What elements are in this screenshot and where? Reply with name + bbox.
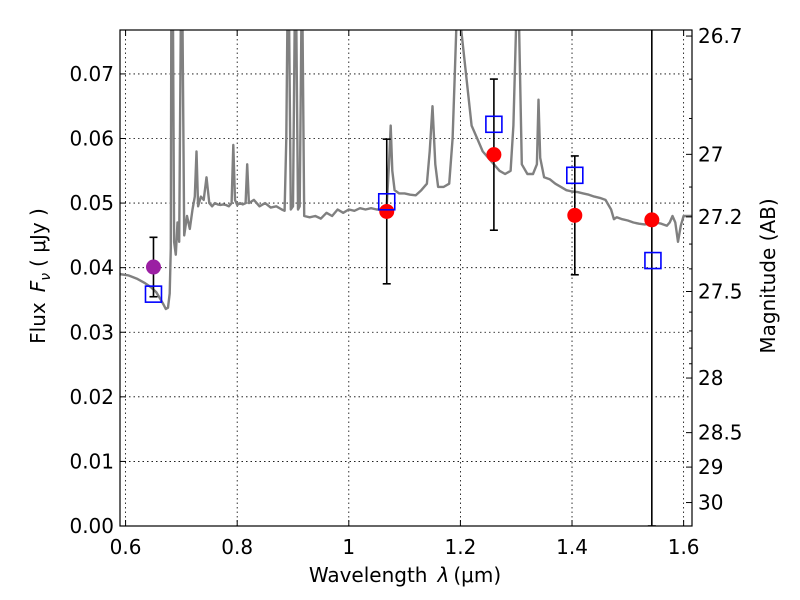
mag-tick-label: 27.5	[698, 279, 743, 303]
y2-axis-title: Magnitude (AB)	[756, 198, 780, 353]
axes: 0.6 0.8 1 1.2 1.4 1.6 0.00 0.01 0.02 0.03 0.04 0.05…	[69, 24, 742, 559]
y-tick-label: 0.03	[69, 320, 114, 344]
x-tick-label: 0.6	[110, 535, 142, 559]
y-tick-label: 0.07	[69, 62, 114, 86]
error-bar	[647, 30, 656, 526]
model-spectrum-line	[120, 30, 692, 311]
mag-tick-label: 27.2	[698, 205, 743, 229]
observed-point	[379, 203, 395, 219]
model-point	[377, 192, 396, 211]
y-tick-label: 0.04	[69, 256, 114, 280]
model-spectrum	[120, 30, 692, 311]
plot-frame	[119, 29, 693, 527]
x-tick-label: 1.6	[668, 535, 700, 559]
model-point	[566, 166, 584, 185]
mag-tick-label: 29	[698, 455, 723, 479]
model-point	[644, 251, 662, 270]
mag-tick-label: 30	[698, 491, 723, 515]
grid	[120, 30, 692, 527]
mag-tick-label: 27	[698, 142, 723, 166]
x-tick-label: 0.8	[221, 535, 253, 559]
y-tick-label: 0.05	[69, 191, 114, 215]
error-bars	[149, 30, 656, 526]
mag-tick-label: 28	[698, 366, 723, 390]
x-axis-title: Wavelength λ (μm)	[309, 563, 501, 587]
data-points	[144, 115, 662, 303]
model-point	[485, 115, 503, 134]
x-tick-label: 1.2	[445, 535, 477, 559]
x-tick-label: 1.4	[556, 535, 588, 559]
observed-point	[567, 207, 583, 223]
observed-point	[145, 259, 161, 275]
y-tick-label: 0.00	[69, 514, 114, 538]
y-tick-label: 0.06	[69, 127, 114, 151]
y-tick-label: 0.02	[69, 385, 114, 409]
observed-point	[486, 147, 502, 163]
mag-tick-label: 26.7	[698, 24, 743, 48]
model-point	[144, 285, 163, 303]
x-tick-label: 1	[342, 535, 355, 559]
mag-tick-label: 28.5	[698, 421, 743, 445]
y-tick-label: 0.01	[69, 449, 114, 473]
y-axis-title: FluxFν( μJy )	[26, 208, 54, 344]
observed-point	[644, 212, 660, 228]
